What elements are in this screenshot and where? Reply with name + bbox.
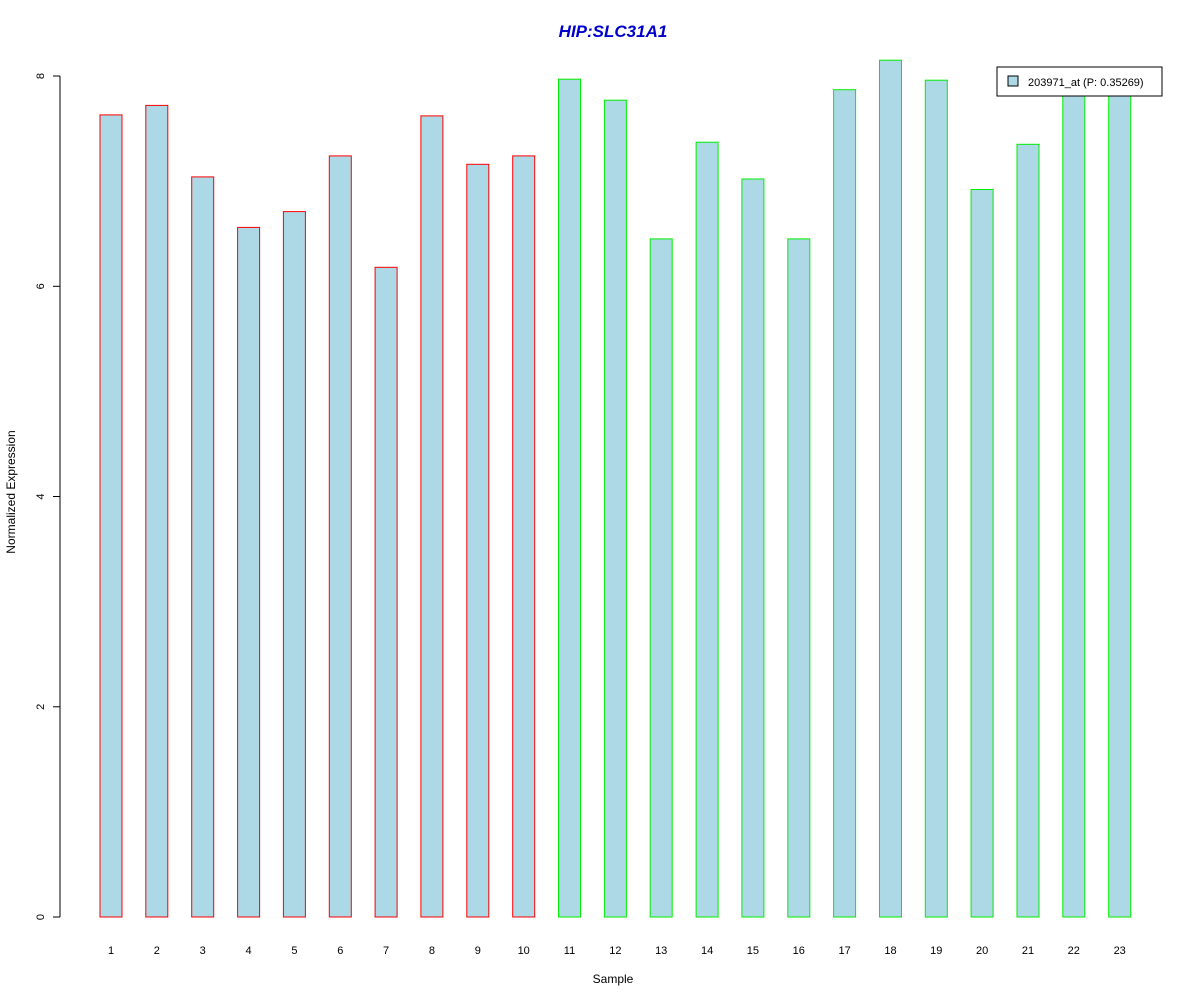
bar-sample-22 [1062,91,1086,918]
y-tick-marks: 0 2 4 6 8 [35,73,60,920]
x-tick-label-5: 5 [291,945,297,957]
bar-sample-10 [512,155,536,918]
bar-sample-15 [741,178,765,918]
x-tick-label-3: 3 [200,945,206,957]
x-tick-label-16: 16 [793,945,805,957]
x-tick-label-23: 23 [1114,945,1126,957]
bar-sample-1 [99,114,123,918]
bar-sample-6 [328,155,352,918]
bar-sample-4 [237,226,261,918]
bar-sample-16 [787,238,811,918]
bar-sample-17 [833,89,857,918]
x-tick-label-6: 6 [337,945,343,957]
x-tick-label-21: 21 [1022,945,1034,957]
x-tick-label-8: 8 [429,945,435,957]
legend-box [996,66,1163,97]
bar-sample-19 [924,79,948,918]
y-tick-label-0: 0 [35,914,47,920]
bar-sample-13 [649,238,673,918]
bar-sample-11 [558,78,581,918]
x-tick-label-11: 11 [564,945,575,957]
x-tick-label-18: 18 [884,945,896,957]
x-tick-label-19: 19 [930,945,942,957]
bar-sample-12 [603,99,627,918]
x-tick-label-20: 20 [976,945,988,957]
x-tick-label-7: 7 [383,945,389,957]
bar-sample-20 [970,189,994,918]
x-tick-labels: 1 2 3 4 5 6 7 8 9 10 11 12 13 14 15 16 17 18 19 20 21 22 23 [108,945,1126,957]
bar-sample-8 [420,115,444,918]
x-tick-label-22: 22 [1068,945,1080,957]
bars-group [99,59,1132,918]
bar-sample-7 [374,266,398,918]
x-tick-label-4: 4 [246,945,252,957]
legend: 203971_at (P: 0.35269) [996,66,1163,97]
y-tick-label-4: 4 [35,493,47,499]
y-axis-label: Normalized Expression [4,430,18,553]
y-tick-label-6: 6 [35,283,47,289]
bar-sample-9 [466,163,490,918]
x-tick-label-12: 12 [609,945,621,957]
bar-sample-5 [282,211,306,918]
x-tick-label-2: 2 [154,945,160,957]
chart-title: HIP:SLC31A1 [559,22,668,41]
x-tick-label-17: 17 [838,945,850,957]
y-tick-label-8: 8 [35,73,47,79]
x-tick-label-10: 10 [518,945,530,957]
bar-sample-3 [191,176,215,918]
bar-sample-2 [145,104,169,918]
x-axis-label: Sample [593,972,634,986]
bar-sample-14 [695,141,719,918]
y-tick-label-2: 2 [35,704,47,710]
x-tick-label-9: 9 [475,945,481,957]
x-tick-label-1: 1 [108,945,114,957]
x-tick-label-13: 13 [655,945,667,957]
x-tick-label-14: 14 [701,945,713,957]
bar-sample-21 [1016,143,1040,918]
legend-label: 203971_at (P: 0.35269) [1028,77,1144,89]
bar-sample-18 [879,59,902,918]
legend-swatch [1007,75,1019,87]
x-tick-label-15: 15 [747,945,759,957]
bar-sample-23 [1108,91,1132,918]
